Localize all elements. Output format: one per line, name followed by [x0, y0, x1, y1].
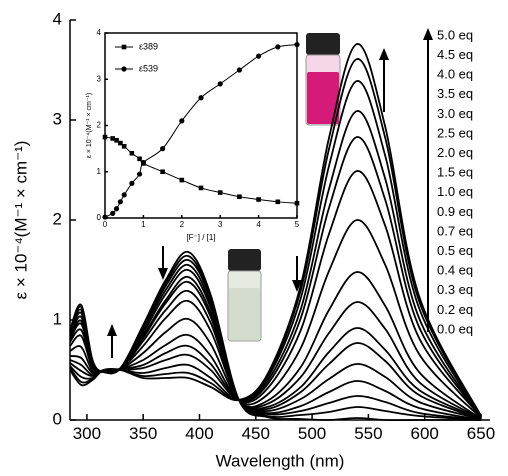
legend-label: 3.0 eq [437, 106, 473, 121]
marker [237, 194, 242, 200]
x-tick-label: 450 [242, 424, 270, 443]
legend-label: 0.9 eq [437, 204, 473, 219]
x-tick-label: 600 [411, 424, 439, 443]
series-line [69, 80, 482, 418]
marker [102, 214, 108, 220]
x-tick-label: 3 [218, 220, 223, 229]
marker [294, 41, 300, 48]
marker [110, 136, 115, 141]
y-tick-label: 0 [53, 409, 62, 428]
x-tick-label: 1 [141, 220, 146, 229]
marker [136, 171, 143, 177]
plot-frame [104, 32, 298, 219]
marker [198, 95, 204, 101]
x-axis-label: Wavelength (nm) [216, 451, 345, 470]
marker [110, 210, 116, 216]
series-line [104, 136, 298, 204]
marker [236, 67, 242, 73]
marker [117, 199, 123, 205]
legend-label: 2.5 eq [437, 125, 473, 140]
marker [179, 118, 185, 124]
x-tick-label: 400 [185, 424, 213, 443]
y-tick-label: 2 [97, 121, 102, 130]
legend-label: 0.7 eq [437, 223, 473, 238]
y-tick-label: 2 [53, 209, 62, 228]
series-line [69, 264, 482, 421]
y-tick-label: 1 [97, 167, 102, 176]
x-tick-label: 2 [180, 220, 185, 229]
y-tick-label: 4 [97, 28, 102, 37]
legend-label: 4.0 eq [437, 67, 473, 82]
legend-label: 1.0 eq [437, 184, 473, 199]
legend-label: 0.0 eq [437, 321, 473, 336]
x-tick-label: 4 [256, 220, 261, 229]
marker [256, 53, 262, 59]
legend-label: 2.0 eq [437, 145, 473, 160]
y-tick-label: 4 [53, 9, 62, 28]
legend-label: 0.3 eq [437, 282, 473, 297]
legend-label: 5.0 eq [437, 27, 473, 42]
series-line [104, 44, 298, 218]
marker [102, 134, 108, 140]
marker [140, 159, 146, 166]
marker [179, 177, 185, 183]
x-tick-label: 550 [354, 424, 382, 443]
legend-label: 0.5 eq [437, 243, 473, 258]
y-tick-label: 3 [53, 109, 62, 128]
x-tick-label: 0 [103, 220, 108, 229]
y-tick-label: 0 [97, 213, 102, 222]
marker [137, 156, 142, 162]
series-line [69, 43, 482, 417]
x-tick-label: 5 [295, 220, 300, 229]
x-tick-label: 650 [467, 424, 495, 443]
legend-label: 0.4 eq [437, 263, 473, 278]
x-axis-label: [F⁻] / [1] [186, 233, 215, 242]
arrows [107, 28, 433, 358]
y-tick-label: 3 [97, 74, 102, 83]
legend-label: ε539 [139, 63, 158, 73]
x-tick-label: 350 [129, 424, 157, 443]
y-axis-label: ε × 10⁻⁴(M⁻¹ × cm⁻¹) [86, 93, 93, 158]
vial-pink [305, 33, 341, 126]
legend-label: 3.5 eq [437, 86, 473, 101]
marker [114, 138, 119, 143]
marker [217, 190, 223, 195]
marker [217, 81, 223, 87]
y-axis-label: ε × 10⁻⁴(M⁻¹ × cm⁻¹) [11, 141, 30, 300]
marker [129, 150, 135, 156]
legend-label: 4.5 eq [437, 47, 473, 62]
legend-label: ε389 [139, 41, 158, 51]
marker [294, 200, 300, 206]
marker [121, 192, 127, 198]
marker [160, 146, 166, 152]
y-tick-label: 1 [53, 309, 62, 328]
x-tick-label: 300 [73, 424, 101, 443]
marker [118, 140, 123, 146]
marker [113, 206, 120, 212]
vial-clear [227, 249, 262, 342]
marker [121, 144, 127, 149]
marker [275, 199, 281, 205]
marker [275, 44, 281, 50]
legend-marker [121, 44, 127, 50]
x-tick-label: 500 [298, 424, 326, 443]
marker [129, 180, 135, 186]
marker [198, 185, 204, 191]
marker [160, 169, 165, 175]
marker [256, 197, 261, 202]
legend-marker [121, 66, 127, 72]
legend-label: 1.5 eq [437, 165, 473, 180]
legend-label: 0.2 eq [437, 302, 473, 317]
